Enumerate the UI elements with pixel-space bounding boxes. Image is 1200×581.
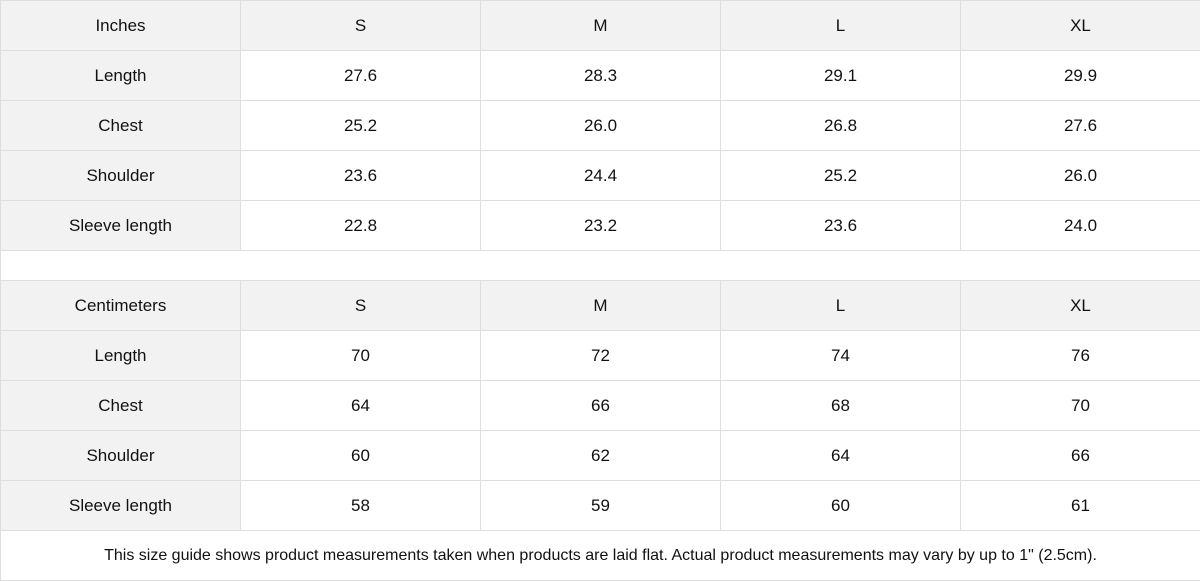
row-label: Chest [1, 101, 241, 151]
size-header-l: L [721, 1, 961, 51]
measurement-cell: 66 [481, 381, 721, 431]
measurement-cell: 62 [481, 431, 721, 481]
measurement-cell: 70 [961, 381, 1200, 431]
measurement-cell: 60 [241, 431, 481, 481]
size-header-s: S [241, 1, 481, 51]
measurement-cell: 29.1 [721, 51, 961, 101]
size-header-m: M [481, 1, 721, 51]
size-header-m: M [481, 281, 721, 331]
measurement-cell: 66 [961, 431, 1200, 481]
measurement-cell: 68 [721, 381, 961, 431]
unit-header: Centimeters [1, 281, 241, 331]
spacer-row [1, 251, 1200, 281]
size-header-s: S [241, 281, 481, 331]
unit-header: Inches [1, 1, 241, 51]
measurement-cell: 58 [241, 481, 481, 531]
measurement-cell: 25.2 [241, 101, 481, 151]
size-header-xl: XL [961, 1, 1200, 51]
row-label: Length [1, 51, 241, 101]
measurement-cell: 26.0 [481, 101, 721, 151]
row-label: Chest [1, 381, 241, 431]
note-row: This size guide shows product measuremen… [1, 531, 1200, 581]
row-label: Sleeve length [1, 481, 241, 531]
row-label: Shoulder [1, 431, 241, 481]
measurement-cell: 64 [721, 431, 961, 481]
row-label: Shoulder [1, 151, 241, 201]
size-guide-note: This size guide shows product measuremen… [1, 531, 1200, 581]
measurement-cell: 26.8 [721, 101, 961, 151]
measurement-cell: 70 [241, 331, 481, 381]
measurement-cell: 28.3 [481, 51, 721, 101]
row-label: Sleeve length [1, 201, 241, 251]
measurement-cell: 27.6 [961, 101, 1200, 151]
spacer-cell [1, 251, 1200, 281]
size-header-xl: XL [961, 281, 1200, 331]
measurement-cell: 22.8 [241, 201, 481, 251]
measurement-cell: 61 [961, 481, 1200, 531]
measurement-cell: 29.9 [961, 51, 1200, 101]
measurement-cell: 64 [241, 381, 481, 431]
measurement-cell: 25.2 [721, 151, 961, 201]
measurement-cell: 76 [961, 331, 1200, 381]
measurement-cell: 24.0 [961, 201, 1200, 251]
measurement-cell: 23.6 [241, 151, 481, 201]
size-header-l: L [721, 281, 961, 331]
row-label: Length [1, 331, 241, 381]
measurement-cell: 72 [481, 331, 721, 381]
measurement-cell: 26.0 [961, 151, 1200, 201]
measurement-cell: 59 [481, 481, 721, 531]
measurement-cell: 23.2 [481, 201, 721, 251]
measurement-cell: 74 [721, 331, 961, 381]
measurement-cell: 60 [721, 481, 961, 531]
measurement-cell: 27.6 [241, 51, 481, 101]
measurement-cell: 24.4 [481, 151, 721, 201]
measurement-cell: 23.6 [721, 201, 961, 251]
